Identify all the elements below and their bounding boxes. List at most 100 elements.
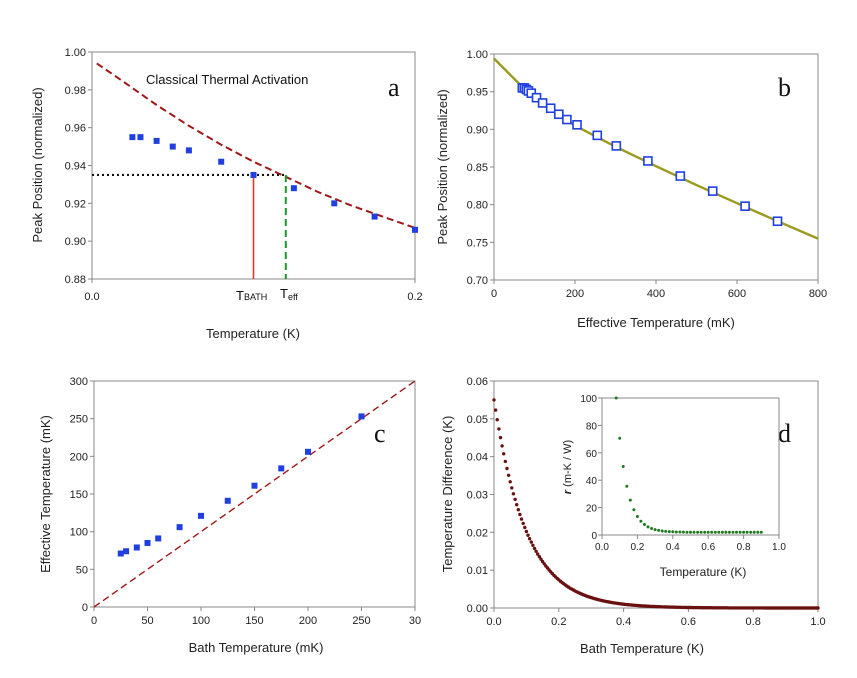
panel-a-x-tick-label: 0.2 xyxy=(407,291,422,303)
panel-a-data-point xyxy=(331,200,338,207)
panel-d-inset-frame xyxy=(601,397,780,536)
panel-c-x-tick-label: 200 xyxy=(299,615,317,627)
panel-b-y-tick-label: 0.90 xyxy=(467,124,488,136)
panel-d-inset-x-tick-label: 0.8 xyxy=(737,542,751,553)
panel-d-inset-data-point xyxy=(703,530,707,534)
panel-a-y-tick-label: 0.88 xyxy=(65,274,86,286)
panel-d-data-point xyxy=(816,606,820,610)
panel-d-x-tick-label: 0.0 xyxy=(486,616,501,628)
panel-b-curve xyxy=(493,57,819,240)
panel-d-inset-data-point xyxy=(749,530,753,534)
panel-d-inset-x-tick-label: 0.6 xyxy=(701,542,715,553)
panel-c-data-point xyxy=(224,497,231,504)
panel-a-y-tick-label: 0.94 xyxy=(65,161,86,173)
panel-d-inset-x-tick-label: 0.2 xyxy=(630,542,644,553)
panel-c-x-tick-label: 50 xyxy=(141,615,153,627)
panel-b-data-point xyxy=(572,120,582,130)
panel-b-data-point xyxy=(545,103,556,114)
panel-d-inset-data-point xyxy=(759,530,763,534)
panel-d-data-point xyxy=(526,533,530,537)
panel-a-y-tick-label: 1.00 xyxy=(65,47,86,59)
panel-d-inset-data-point xyxy=(664,529,668,533)
panel-d-data-point xyxy=(502,452,506,456)
panel-d-inset-data-point xyxy=(689,530,692,534)
panel-d-data-point xyxy=(537,555,542,559)
panel-d-data-point xyxy=(505,466,509,471)
panel-b-points xyxy=(517,83,783,227)
panel-a-teff-label: Teff xyxy=(280,286,298,302)
panel-c-data-point xyxy=(176,524,183,531)
panel-d-inset-y-axis-label: r (m-K / W) xyxy=(562,440,574,494)
panel-d-inset-points xyxy=(614,396,763,534)
panel-d-data-point xyxy=(516,508,520,512)
panel-d-inset-data-point xyxy=(632,508,636,512)
panel-c-data-point xyxy=(117,550,124,557)
panel-a-tbath-main: T xyxy=(236,288,244,303)
panel-d-data-point xyxy=(515,503,519,507)
panel-d-inset-data-point xyxy=(614,396,618,400)
panel-d-inset-data-point xyxy=(745,530,749,534)
panel-d-y-ticks: 0.00 0.01 0.02 0.03 0.04 0.05 0.06 xyxy=(467,376,494,615)
panel-d-data-point xyxy=(500,444,504,448)
panel-d-y-tick-label: 0.05 xyxy=(467,414,488,426)
panel-d-data-point xyxy=(498,435,503,440)
panel-d-y-tick-label: 0.02 xyxy=(467,527,488,539)
panel-c-x-tick-label: 100 xyxy=(192,615,210,627)
panel-d-data-point xyxy=(527,537,532,541)
panel-b: 0.70 0.75 0.80 0.85 0.90 0.95 1.00 0 200 400 600 8… xyxy=(435,49,827,330)
panel-c-x-axis-label: Bath Temperature (mK) xyxy=(189,640,324,655)
panel-a-y-tick-label: 0.90 xyxy=(65,236,86,248)
panel-d-inset-data-point xyxy=(646,525,650,529)
panel-a-data-point xyxy=(153,137,160,144)
panel-d-data-point xyxy=(539,557,543,561)
panel-a-x-tick-label: 0.0 xyxy=(84,291,99,303)
panel-c-x-tick-label: 30 xyxy=(409,615,421,627)
panel-a-teff-main: T xyxy=(280,286,288,301)
panel-d-data-point xyxy=(518,512,522,517)
panel-b-data-point xyxy=(592,130,603,141)
panel-d-inset-data-point xyxy=(685,530,689,534)
panel-c-identity-line xyxy=(93,380,416,608)
panel-d-inset-y-tick-label: 40 xyxy=(586,476,598,487)
panel-d-inset-x-ticks: 0.0 0.2 0.4 0.6 0.8 1.0 xyxy=(595,535,786,553)
panel-d-inset-y-label-rest: (m-K / W) xyxy=(562,440,574,490)
panel-b-y-tick-label: 0.85 xyxy=(467,162,488,174)
panel-d-y-tick-label: 0.00 xyxy=(467,603,488,615)
panel-b-y-tick-label: 1.00 xyxy=(467,49,488,61)
panel-d-inset-y-tick-label: 20 xyxy=(586,504,598,515)
panel-c-y-ticks: 0 50 100 150 200 250 300 xyxy=(70,376,94,614)
panel-d-inset-data-point xyxy=(671,530,675,534)
panel-d-data-point xyxy=(531,543,535,547)
panel-a-label: a xyxy=(388,73,400,102)
panel-d: 0.000.010.020.030.040.050.06 0.0 0.2 0.4 0.… xyxy=(440,376,826,656)
panel-c-data-point xyxy=(251,482,258,489)
panel-c-data-point xyxy=(133,544,140,551)
panel-d-inset: 0 20 40 60 80 100 0.0 0.2 0.4 0.6 0.8 1.0 Temperat… xyxy=(562,394,786,579)
panel-d-y-tick-label: 0.04 xyxy=(467,452,488,464)
panel-b-x-tick-label: 400 xyxy=(647,288,665,300)
panel-c-data-point xyxy=(123,548,130,555)
panel-a-markers xyxy=(92,173,287,279)
panel-a-data-point xyxy=(290,185,297,192)
panel-d-y-axis-label: Temperature Difference (K) xyxy=(440,416,455,573)
panel-d-y-tick-label: 0.06 xyxy=(467,376,488,388)
panel-b-y-tick-label: 0.80 xyxy=(467,200,488,212)
panel-d-inset-data-point xyxy=(735,530,738,534)
panel-b-x-tick-label: 200 xyxy=(566,288,584,300)
panel-a-x-axis-label: Temperature (K) xyxy=(206,326,300,341)
panel-d-data-point xyxy=(529,540,533,544)
panel-a-data-point xyxy=(137,134,144,141)
panel-d-inset-y-tick-label: 60 xyxy=(586,449,598,460)
panel-d-inset-data-point xyxy=(731,530,735,534)
panel-d-inset-data-point xyxy=(625,484,629,488)
panel-d-inset-data-point xyxy=(752,530,756,534)
panel-d-data-point xyxy=(532,546,537,551)
panel-b-fit-curve xyxy=(493,57,819,240)
panel-c-y-tick-label: 200 xyxy=(70,451,88,463)
panel-a-data-point xyxy=(185,147,192,154)
panel-a-data-point xyxy=(129,134,136,141)
panel-d-data-point xyxy=(519,517,524,521)
panel-b-data-point xyxy=(675,171,686,181)
panel-b-x-tick-label: 800 xyxy=(809,288,827,300)
